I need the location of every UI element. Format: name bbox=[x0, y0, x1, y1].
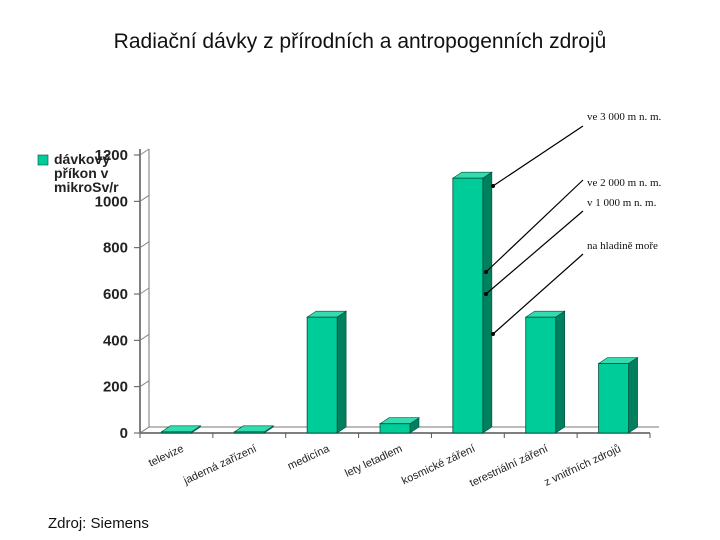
y-tick-connector bbox=[139, 241, 150, 249]
bar bbox=[306, 316, 338, 434]
y-tick-connector bbox=[139, 194, 150, 202]
x-tick-label: z vnitřních zdrojů bbox=[542, 443, 622, 489]
annotation-label: ve 2 000 m n. m. bbox=[587, 177, 661, 189]
annotation-label: na hladině moře bbox=[587, 240, 658, 252]
bar bbox=[161, 431, 192, 434]
x-tick-label: lety letadlem bbox=[343, 443, 404, 480]
bar bbox=[233, 431, 265, 434]
y-tick-label: 800 bbox=[103, 240, 128, 257]
bar bbox=[598, 363, 629, 434]
y-tick-connector bbox=[139, 148, 150, 156]
annotation-arrow bbox=[485, 179, 584, 273]
source-note: Zdroj: Siemens bbox=[48, 515, 149, 532]
legend-label: dávkový bbox=[54, 151, 110, 167]
chart-title: Radiační dávky z přírodních a antropogen… bbox=[113, 30, 607, 53]
annotation-arrowhead bbox=[491, 184, 495, 188]
bar bbox=[525, 316, 557, 434]
bar-side bbox=[336, 310, 347, 434]
annotation-arrow bbox=[485, 210, 584, 295]
y-tick-label: 1000 bbox=[95, 193, 128, 210]
y-tick-label: 0 bbox=[120, 425, 128, 442]
y-tick-connector bbox=[139, 333, 150, 341]
annotation-label: ve 3 000 m n. m. bbox=[587, 111, 661, 123]
annotation-label: v 1 000 m n. m. bbox=[587, 197, 657, 209]
legend-label: mikroSv/r bbox=[54, 179, 119, 195]
x-tick-label: televize bbox=[147, 443, 186, 470]
y-tick-connector bbox=[139, 287, 150, 295]
bar bbox=[379, 423, 411, 434]
legend-swatch bbox=[37, 154, 49, 166]
x-tick-label: terestriální záření bbox=[468, 443, 550, 490]
annotation-arrow bbox=[492, 125, 584, 187]
annotation-arrowhead bbox=[491, 332, 495, 336]
y-tick-label: 400 bbox=[103, 332, 128, 349]
y-tick-label: 200 bbox=[103, 379, 128, 396]
annotation-arrowhead bbox=[484, 292, 488, 296]
y-tick-connector bbox=[139, 426, 150, 434]
bar bbox=[452, 177, 484, 434]
bar-side bbox=[628, 356, 638, 434]
y-tick-connector bbox=[139, 380, 150, 388]
annotation-arrow bbox=[492, 253, 584, 335]
legend-label: příkon v bbox=[54, 165, 109, 181]
bar-side bbox=[555, 310, 566, 434]
x-tick-label: kosmické záření bbox=[400, 443, 477, 487]
y-tick-label: 600 bbox=[103, 286, 128, 303]
y-tick-label: 1200 bbox=[95, 147, 128, 164]
bar-side bbox=[482, 171, 493, 434]
x-tick-label: medicína bbox=[286, 442, 332, 472]
annotation-arrowhead bbox=[484, 270, 488, 274]
x-tick-label: jaderná zařízení bbox=[181, 443, 258, 488]
